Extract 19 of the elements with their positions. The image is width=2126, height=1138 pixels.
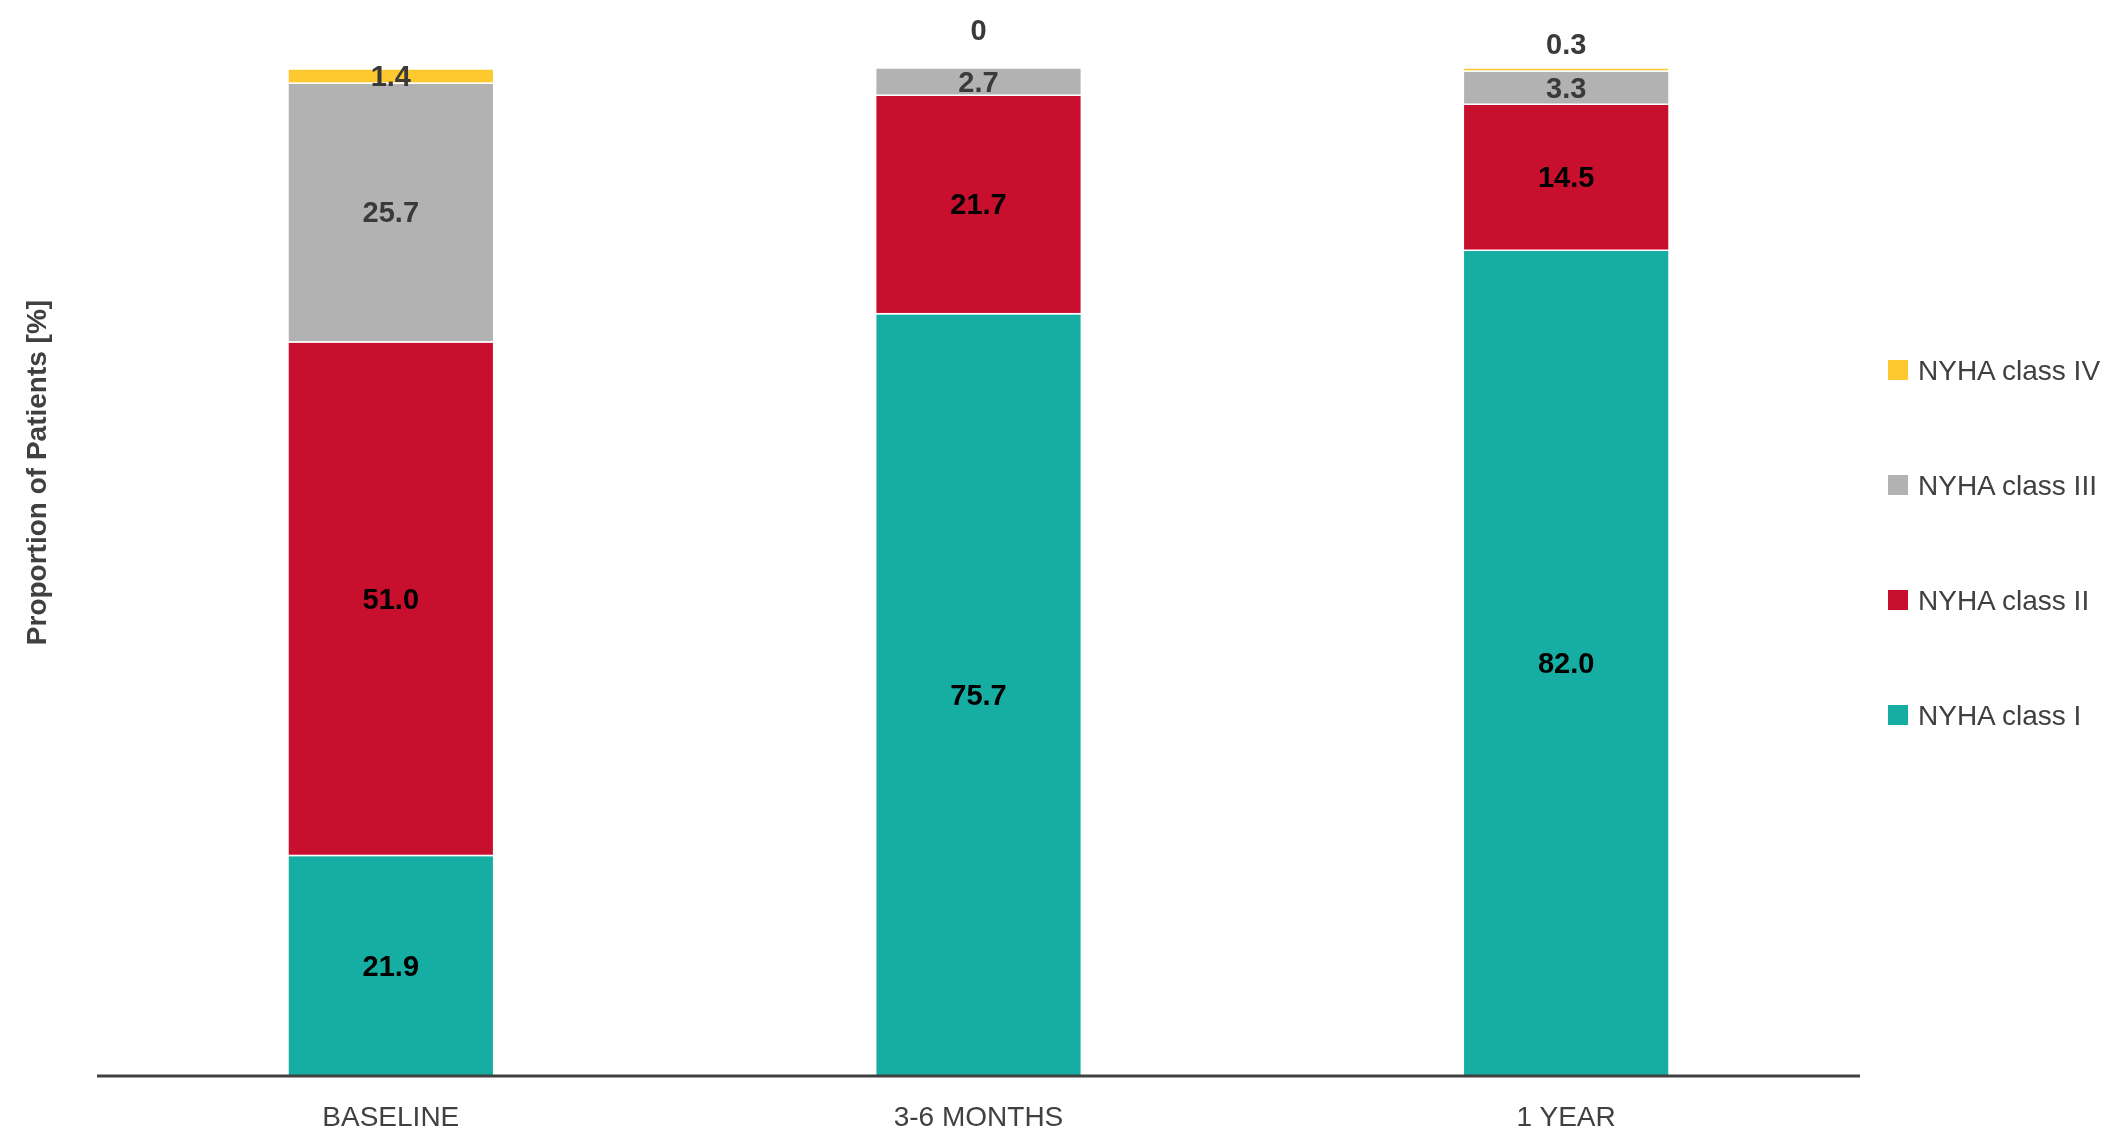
legend-label: NYHA class III	[1918, 470, 2097, 501]
x-tick-label: BASELINE	[322, 1101, 460, 1132]
data-label: 0.3	[1546, 27, 1587, 60]
x-tick-label: 1 YEAR	[1516, 1101, 1616, 1132]
y-axis-title: Proportion of Patients [%]	[21, 299, 52, 646]
legend-label: NYHA class I	[1918, 700, 2082, 731]
legend-label: NYHA class IV	[1918, 355, 2101, 386]
data-label: 51.0	[362, 582, 420, 615]
data-label: 21.9	[362, 949, 420, 982]
data-label: 2.7	[958, 65, 999, 98]
data-label: 75.7	[950, 678, 1007, 711]
legend-label: NYHA class II	[1918, 585, 2090, 616]
data-label: 0	[970, 13, 987, 46]
data-label: 21.7	[950, 188, 1007, 221]
data-label: 25.7	[362, 196, 420, 229]
data-label: 14.5	[1537, 161, 1595, 194]
data-label: 3.3	[1546, 71, 1587, 104]
x-tick-label: 3-6 MONTHS	[893, 1101, 1064, 1132]
data-label: 82.0	[1537, 647, 1595, 680]
